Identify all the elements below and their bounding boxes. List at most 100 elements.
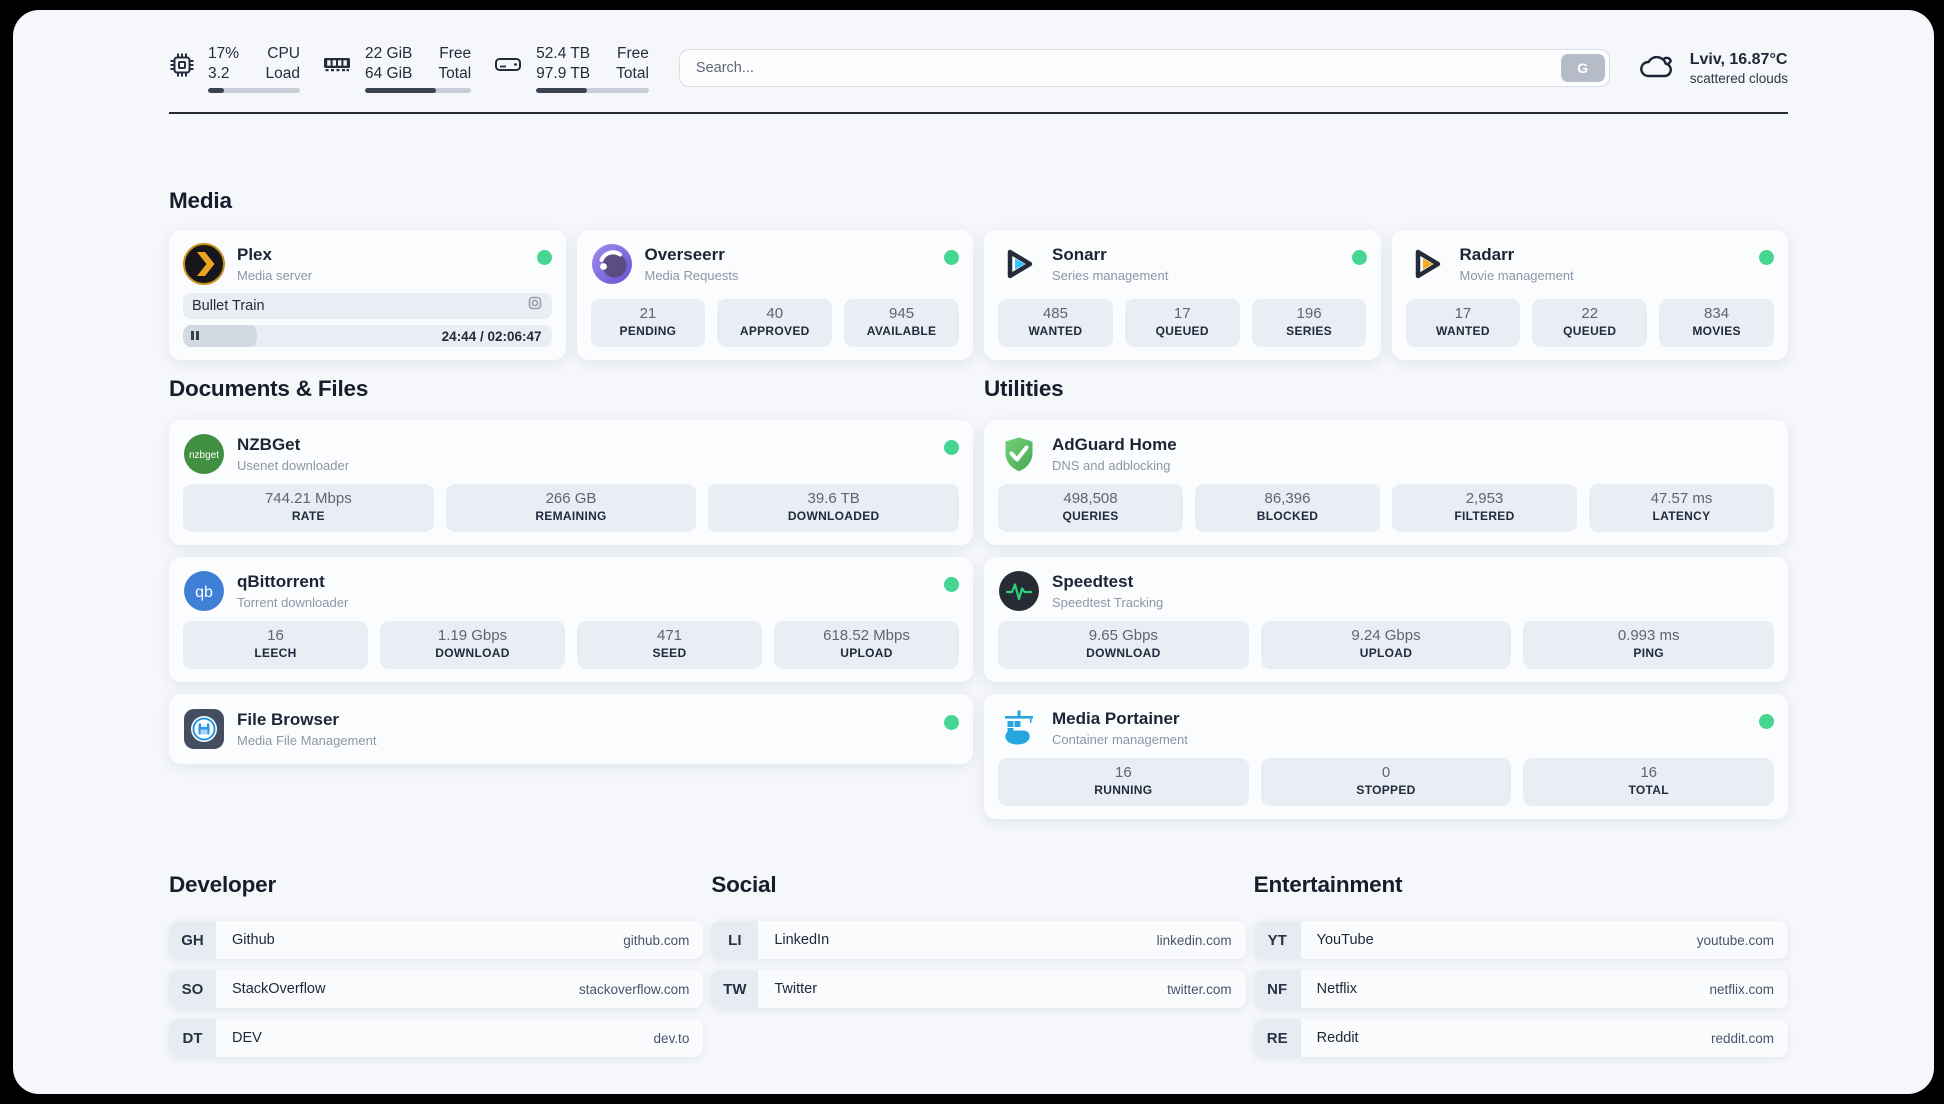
app-name: File Browser <box>237 710 340 729</box>
cpu-icon <box>169 52 195 83</box>
cloud-icon <box>1638 50 1676 87</box>
link-twitter[interactable]: TW Twitter twitter.com <box>711 970 1246 1008</box>
stat-filtered: 2,953 FILTERED <box>1392 484 1577 532</box>
status-online-dot <box>944 440 959 455</box>
status-online-dot <box>944 577 959 592</box>
link-badge: DT <box>169 1019 216 1057</box>
adguard-icon <box>998 433 1040 475</box>
stat-latency: 47.57 ms LATENCY <box>1589 484 1774 532</box>
app-card-qbittorrent[interactable]: qb qBittorrent Torrent downloader 16 LEE… <box>169 557 973 682</box>
pause-icon[interactable] <box>191 331 199 341</box>
stat-download: 1.19 Gbps DOWNLOAD <box>380 621 565 669</box>
search-container: G <box>678 49 1610 87</box>
app-name: Media Portainer <box>1052 709 1180 728</box>
weather-condition: scattered clouds <box>1689 70 1788 86</box>
app-card-filebrowser[interactable]: File Browser Media File Management <box>169 694 973 764</box>
stat-movies: 834 MOVIES <box>1659 299 1774 347</box>
stat-seed: 471 SEED <box>577 621 762 669</box>
overseerr-icon <box>591 243 633 285</box>
playback-progress-bar[interactable]: 24:44 / 02:06:47 <box>183 324 552 347</box>
stat-stopped: 0 STOPPED <box>1260 758 1512 806</box>
app-card-overseerr[interactable]: Overseerr Media Requests 21 PENDING 40 A… <box>576 230 973 360</box>
app-card-sonarr[interactable]: Sonarr Series management 485 WANTED 17 Q… <box>984 230 1381 360</box>
app-card-speedtest[interactable]: Speedtest Speedtest Tracking 9.65 Gbps D… <box>984 557 1788 682</box>
section-title-utilities: Utilities <box>984 376 1064 401</box>
link-dev[interactable]: DT DEV dev.to <box>169 1019 704 1057</box>
app-card-nzbget[interactable]: nzbget NZBGet Usenet downloader 744.21 M… <box>169 420 973 545</box>
app-desc: Movie management <box>1459 268 1574 283</box>
portainer-icon <box>998 707 1040 749</box>
app-desc: Series management <box>1052 268 1169 283</box>
stat-pending: 21 PENDING <box>590 299 706 347</box>
search-input[interactable] <box>678 49 1610 87</box>
svg-text:nzbget: nzbget <box>189 450 219 461</box>
now-playing-media-icon <box>527 295 543 316</box>
weather-widget: Lviv, 16.87°C scattered clouds <box>1638 50 1788 87</box>
status-online-dot <box>1759 714 1774 729</box>
disk-free-value: 52.4 TB <box>536 44 591 62</box>
link-badge: RE <box>1253 1019 1301 1057</box>
stat-downloaded: 39.6 TB DOWNLOADED <box>708 484 960 532</box>
link-linkedin[interactable]: LI LinkedIn linkedin.com <box>711 921 1246 959</box>
section-title-developer: Developer <box>169 872 276 897</box>
filebrowser-icon <box>183 708 225 750</box>
link-github[interactable]: GH Github github.com <box>169 921 704 959</box>
app-card-portainer[interactable]: Media Portainer Container management 16 … <box>984 694 1788 819</box>
svg-text:qb: qb <box>195 584 213 601</box>
section-title-media: Media <box>169 188 232 213</box>
cpu-load-value: 3.2 <box>208 64 230 82</box>
cpu-load-label: Load <box>265 64 300 82</box>
app-card-plex[interactable]: Plex Media server Bullet Train <box>169 230 566 360</box>
ram-icon <box>322 52 352 81</box>
link-badge: GH <box>169 921 216 959</box>
disk-free-label: Free <box>617 44 649 62</box>
stat-upload: 9.24 Gbps UPLOAD <box>1260 621 1512 669</box>
status-online-dot <box>944 250 959 265</box>
link-reddit[interactable]: RE Reddit reddit.com <box>1253 1019 1788 1057</box>
app-name: Sonarr <box>1052 245 1107 264</box>
sonarr-icon <box>998 243 1040 285</box>
disk-stat: 52.4 TB 97.9 TB Free Total <box>493 44 649 93</box>
now-playing-title: Bullet Train <box>192 297 265 314</box>
stat-approved: 40 APPROVED <box>717 299 833 347</box>
stat-wanted: 485 WANTED <box>998 299 1113 347</box>
app-card-radarr[interactable]: Radarr Movie management 17 WANTED 22 QUE… <box>1391 230 1788 360</box>
status-online-dot <box>1759 250 1774 265</box>
stat-ping: 0.993 ms PING <box>1523 621 1775 669</box>
link-stackoverflow[interactable]: SO StackOverflow stackoverflow.com <box>169 970 704 1008</box>
stat-blocked: 86,396 BLOCKED <box>1195 484 1380 532</box>
stat-total: 16 TOTAL <box>1523 758 1775 806</box>
app-desc: Container management <box>1052 732 1188 747</box>
cpu-label: CPU <box>267 44 300 62</box>
memory-total-value: 64 GiB <box>365 64 413 82</box>
app-desc: Torrent downloader <box>237 595 349 610</box>
section-title-entertainment: Entertainment <box>1253 872 1403 897</box>
app-card-adguard[interactable]: AdGuard Home DNS and adblocking 498,508 … <box>984 420 1788 545</box>
search-go-button[interactable]: G <box>1560 54 1605 82</box>
qbittorrent-icon: qb <box>183 570 225 612</box>
memory-free-label: Free <box>439 44 472 62</box>
memory-progress-bar <box>365 87 472 93</box>
stat-queries: 498,508 QUERIES <box>998 484 1183 532</box>
section-title-documents: Documents & Files <box>169 376 369 401</box>
memory-total-label: Total <box>438 64 472 82</box>
link-netflix[interactable]: NF Netflix netflix.com <box>1253 970 1788 1008</box>
status-online-dot <box>536 250 552 265</box>
stat-rate: 744.21 Mbps RATE <box>183 484 434 532</box>
stat-queued: 22 QUEUED <box>1532 299 1648 347</box>
app-desc: Media File Management <box>237 733 377 748</box>
link-badge: YT <box>1253 921 1301 959</box>
cpu-usage-value: 17% <box>208 44 240 62</box>
link-youtube[interactable]: YT YouTube youtube.com <box>1253 921 1788 959</box>
app-name: Speedtest <box>1052 572 1134 591</box>
dashboard-panel: 17% 3.2 CPU Load <box>13 10 1934 1094</box>
link-badge: TW <box>711 970 759 1008</box>
link-badge: SO <box>169 970 216 1008</box>
nzbget-icon: nzbget <box>183 433 225 475</box>
stat-available: 945 AVAILABLE <box>844 299 959 347</box>
stat-leech: 16 LEECH <box>183 621 368 669</box>
memory-free-value: 22 GiB <box>365 44 413 62</box>
header-divider <box>169 112 1788 114</box>
app-desc: Media Requests <box>644 268 739 283</box>
app-name: Radarr <box>1459 245 1515 264</box>
